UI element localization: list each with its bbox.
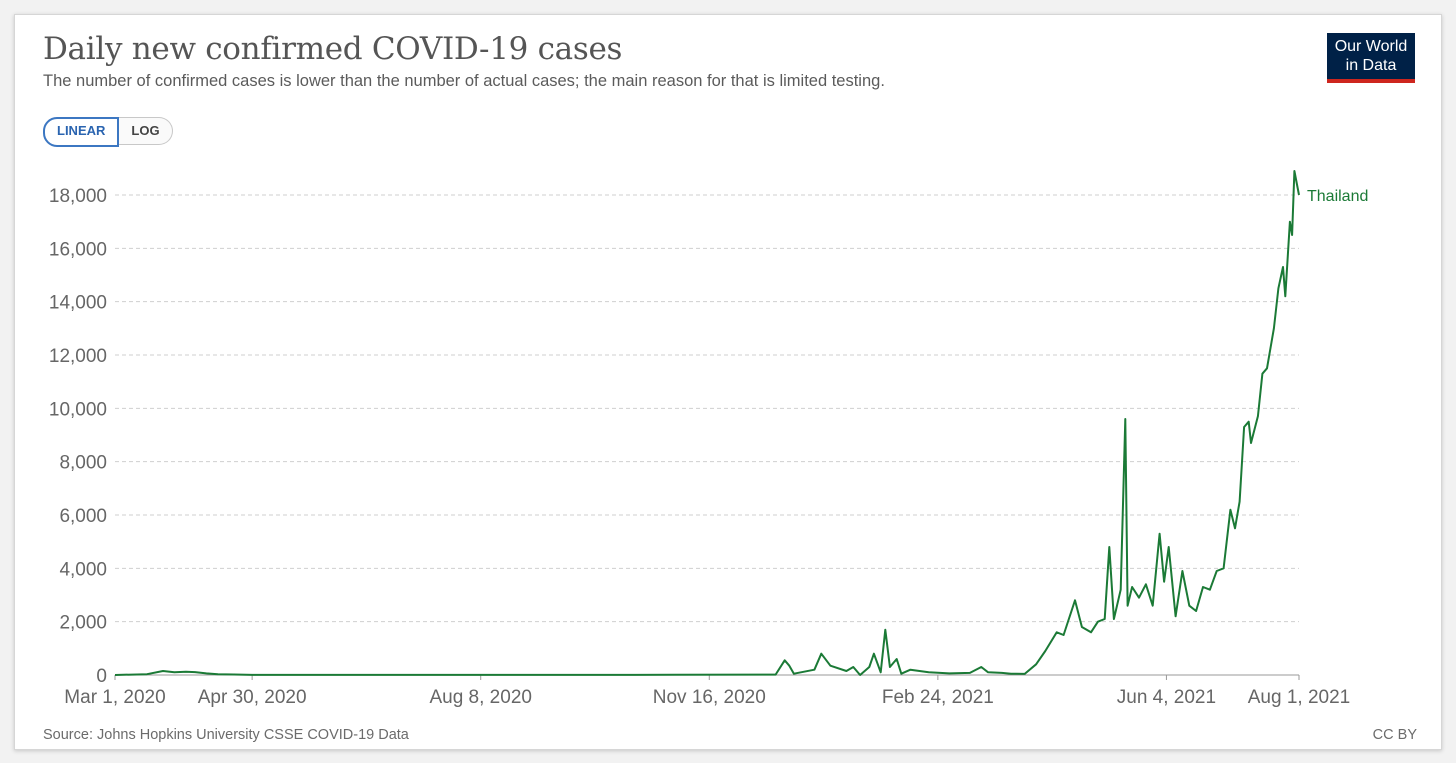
logo-line-1: Our World [1334,38,1408,55]
x-tick-label: Apr 30, 2020 [198,687,307,708]
chart-subtitle: The number of confirmed cases is lower t… [43,72,885,90]
license-link[interactable]: CC BY [1372,727,1417,743]
chart-card: Daily new confirmed COVID-19 cases The n… [14,14,1442,750]
y-tick-label: 12,000 [49,346,107,367]
x-tick-label: Jun 4, 2021 [1117,687,1216,708]
y-tick-label: 0 [96,666,107,687]
y-tick-label: 18,000 [49,186,107,207]
linear-scale-button[interactable]: LINEAR [43,117,120,147]
log-scale-button[interactable]: LOG [119,117,173,145]
series-label: Thailand [1307,188,1368,205]
logo-line-2: in Data [1345,57,1397,74]
y-tick-label: 8,000 [59,453,107,474]
owid-logo[interactable]: Our World in Data [1327,33,1415,83]
x-tick-label: Mar 1, 2020 [64,687,165,708]
line-chart: 0 2,000 4,000 6,000 8,000 10,000 12,000 14,000 1… [49,170,1368,708]
x-tick-label: Nov 16, 2020 [653,687,766,708]
series-line-thailand [114,170,1300,676]
y-tick-label: 14,000 [49,293,107,314]
x-tick-label: Aug 8, 2020 [429,687,531,708]
source-note[interactable]: Source: Johns Hopkins University CSSE CO… [43,727,409,743]
x-tick-label: Feb 24, 2021 [882,687,994,708]
y-tick-label: 6,000 [59,506,107,527]
scale-toggle: LINEAR LOG [43,117,173,147]
chart-title: Daily new confirmed COVID-19 cases [43,31,623,67]
y-tick-label: 2,000 [59,613,107,634]
y-tick-label: 10,000 [49,399,107,420]
x-tick-label: Aug 1, 2021 [1248,687,1350,708]
y-tick-label: 16,000 [49,239,107,260]
y-tick-label: 4,000 [59,559,107,580]
